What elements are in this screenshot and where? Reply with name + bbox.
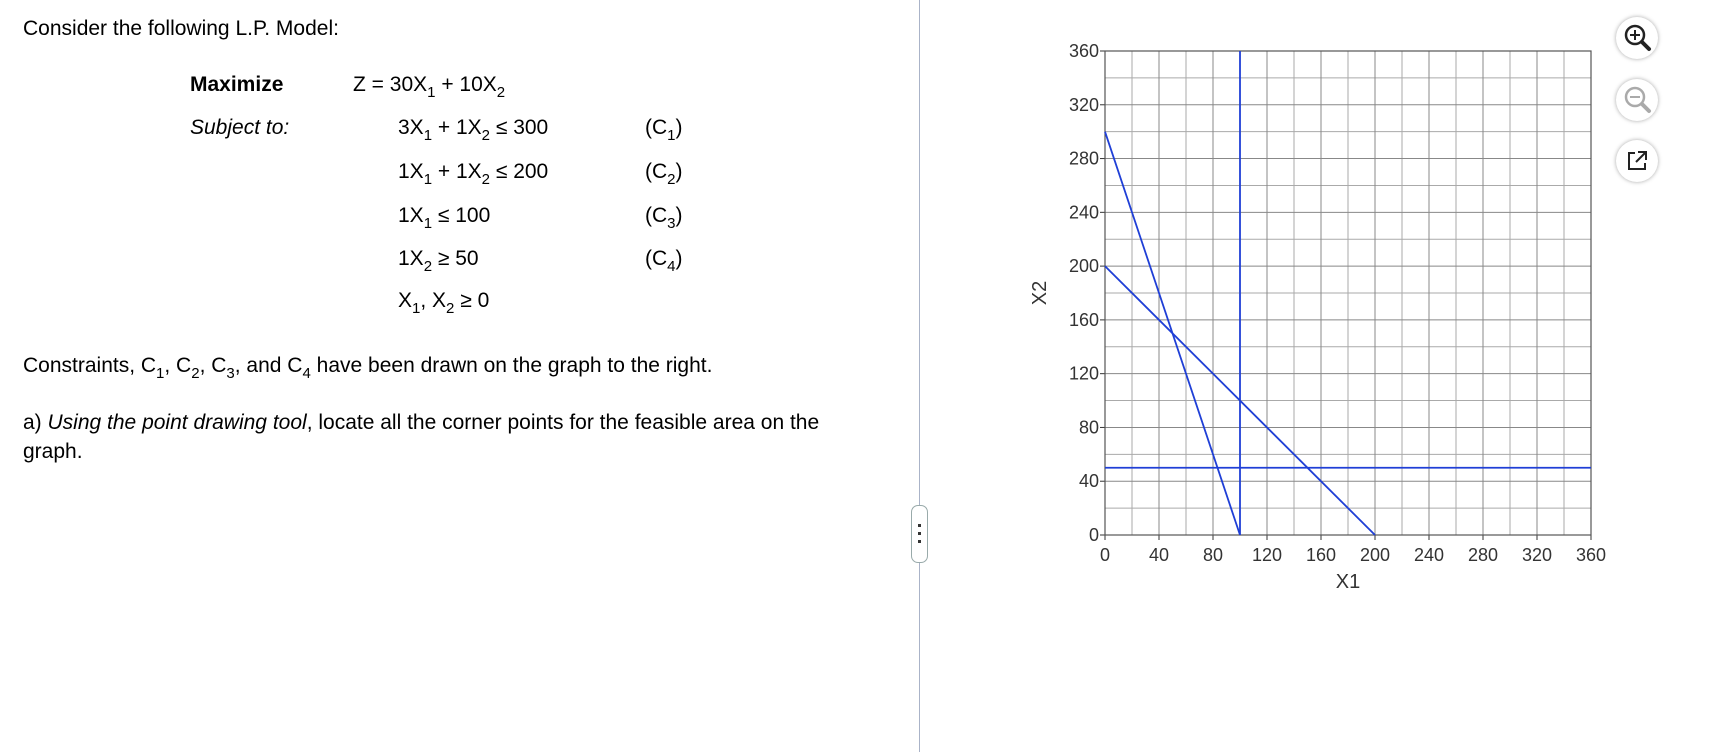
subscript: 2 bbox=[667, 171, 676, 188]
zoom-out-icon bbox=[1624, 86, 1651, 113]
text-part: ) bbox=[675, 160, 683, 183]
constraint: 1X1 ≤ 100 bbox=[398, 204, 491, 231]
text-part: 3X bbox=[398, 116, 424, 139]
text-part: (C bbox=[645, 116, 668, 139]
subscript: 4 bbox=[302, 365, 311, 382]
zoom-in-icon bbox=[1624, 24, 1651, 51]
y-axis-label: X2 bbox=[1029, 281, 1051, 305]
y-tick-label: 320 bbox=[1069, 95, 1099, 115]
subscript: 1 bbox=[412, 300, 421, 317]
zoom-out-button[interactable] bbox=[1616, 79, 1658, 121]
y-tick-label: 0 bbox=[1089, 525, 1099, 545]
text-part: 1X bbox=[398, 160, 424, 183]
y-tick-label: 120 bbox=[1069, 364, 1099, 384]
x-tick-label: 0 bbox=[1100, 545, 1110, 565]
text-part: ) bbox=[675, 204, 683, 227]
constraint-tag: (C4) bbox=[645, 247, 683, 274]
text-part: ≤ 200 bbox=[490, 160, 549, 183]
text-part: + 1X bbox=[432, 116, 482, 139]
text-part: , X bbox=[420, 289, 447, 312]
constraint: X1, X2 ≥ 0 bbox=[398, 289, 490, 316]
text-part: Constraints, C bbox=[23, 354, 157, 377]
text-part: have been drawn on the graph to the righ… bbox=[310, 354, 713, 377]
note: Constraints, C1, C2, C3, and C4 have bee… bbox=[23, 354, 713, 381]
part-a: a) Using the point drawing tool, locate … bbox=[23, 408, 863, 466]
text-part: (C bbox=[645, 160, 668, 183]
y-tick-label: 80 bbox=[1079, 417, 1099, 437]
text-part: ) bbox=[675, 247, 683, 270]
text-part: ) bbox=[675, 116, 683, 139]
subscript: 3 bbox=[226, 365, 235, 382]
subscript: 1 bbox=[423, 171, 433, 188]
x-tick-label: 120 bbox=[1252, 545, 1282, 565]
text-part: 1X bbox=[398, 247, 424, 270]
x-tick-label: 280 bbox=[1468, 545, 1498, 565]
subject-to-label: Subject to: bbox=[190, 116, 290, 139]
popout-button[interactable] bbox=[1616, 140, 1658, 182]
text-part: Z = 30X bbox=[353, 73, 428, 96]
y-tick-label: 160 bbox=[1069, 310, 1099, 330]
constraint-tag: (C1) bbox=[645, 116, 683, 143]
text-part: (C bbox=[645, 247, 668, 270]
text-part: (C bbox=[645, 204, 668, 227]
instruction: , locate all the corner points for the f… bbox=[23, 411, 820, 463]
subscript: 4 bbox=[667, 258, 676, 275]
x-tick-label: 240 bbox=[1414, 545, 1444, 565]
y-tick-label: 240 bbox=[1069, 202, 1099, 222]
subscript: 2 bbox=[481, 171, 490, 188]
x-tick-label: 80 bbox=[1203, 545, 1223, 565]
subscript: 2 bbox=[191, 365, 200, 382]
text-part: ≥ 50 bbox=[432, 247, 479, 270]
part-label: a) bbox=[23, 411, 48, 434]
subscript: 1 bbox=[423, 127, 433, 144]
subscript: 1 bbox=[667, 127, 676, 144]
popout-icon bbox=[1628, 151, 1647, 170]
x-tick-label: 320 bbox=[1522, 545, 1552, 565]
y-tick-label: 360 bbox=[1069, 41, 1099, 61]
resize-handle[interactable] bbox=[911, 505, 928, 563]
x-axis-label: X1 bbox=[1336, 571, 1360, 593]
subscript: 3 bbox=[667, 215, 676, 232]
subscript: 2 bbox=[481, 127, 490, 144]
y-tick-label: 200 bbox=[1069, 256, 1099, 276]
x-tick-label: 360 bbox=[1576, 545, 1606, 565]
text-part: ≤ 100 bbox=[432, 204, 491, 227]
subscript: 1 bbox=[427, 84, 436, 101]
constraint-tag: (C3) bbox=[645, 204, 683, 231]
constraint-line bbox=[1104, 265, 1376, 536]
x-tick-label: 200 bbox=[1360, 545, 1390, 565]
constraint-tag: (C2) bbox=[645, 160, 683, 187]
objective: Z = 30X1 + 10X2 bbox=[353, 73, 505, 100]
subscript: 2 bbox=[446, 300, 455, 317]
y-tick-label: 40 bbox=[1079, 471, 1099, 491]
constraint: 3X1 + 1X2 ≤ 300 bbox=[398, 116, 549, 143]
text-part: ≥ 0 bbox=[454, 289, 490, 312]
subscript: 1 bbox=[156, 365, 165, 382]
text-part: + 1X bbox=[432, 160, 482, 183]
subscript: 1 bbox=[423, 215, 433, 232]
text-part: , C bbox=[164, 354, 192, 377]
text-part: X bbox=[398, 289, 413, 312]
text-part: , C bbox=[199, 354, 227, 377]
zoom-in-button[interactable] bbox=[1616, 17, 1658, 59]
text-part: , and C bbox=[234, 354, 303, 377]
divider bbox=[919, 0, 920, 752]
x-tick-label: 40 bbox=[1149, 545, 1169, 565]
instruction-emphasis: Using the point drawing tool bbox=[47, 411, 307, 434]
subscript: 2 bbox=[423, 258, 433, 275]
constraint-line bbox=[1104, 131, 1241, 536]
maximize-label: Maximize bbox=[190, 73, 284, 96]
intro: Consider the following L.P. Model: bbox=[23, 17, 339, 40]
x-tick-label: 160 bbox=[1306, 545, 1336, 565]
constraint: 1X2 ≥ 50 bbox=[398, 247, 479, 274]
text-part: + 10X bbox=[435, 73, 497, 96]
plot-frame bbox=[1104, 50, 1592, 536]
constraint: 1X1 + 1X2 ≤ 200 bbox=[398, 160, 549, 187]
y-tick-label: 280 bbox=[1069, 149, 1099, 169]
text-part: 1X bbox=[398, 204, 424, 227]
subscript: 2 bbox=[496, 84, 506, 101]
text-part: ≤ 300 bbox=[490, 116, 549, 139]
